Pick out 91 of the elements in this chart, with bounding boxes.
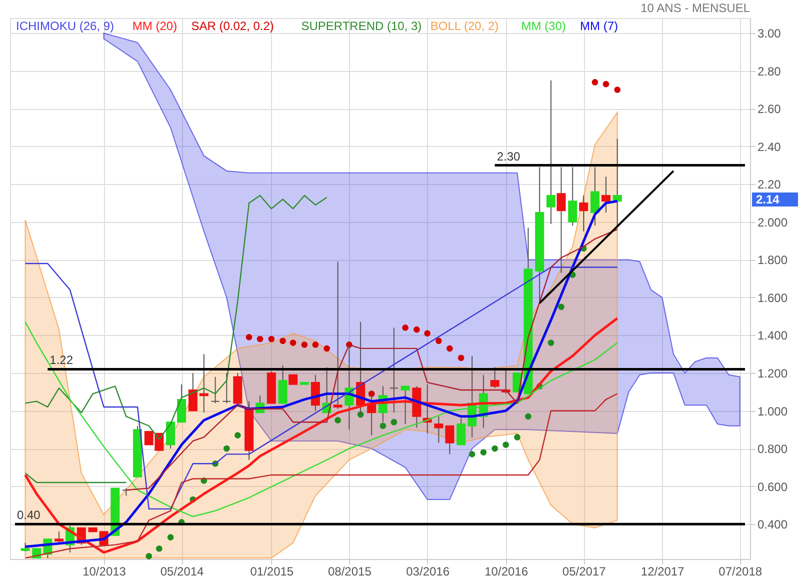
point xyxy=(446,345,453,352)
point xyxy=(558,304,564,310)
candlestick xyxy=(456,418,466,446)
x-tick-label: 05/2017 xyxy=(562,564,606,578)
point xyxy=(424,330,430,337)
candlestick xyxy=(389,327,398,414)
text: MM (7) xyxy=(580,19,618,33)
x-tick-label: 10/2016 xyxy=(484,564,528,578)
text: SUPERTREND (10, 3) xyxy=(301,19,422,33)
x-tick-label: 05/2014 xyxy=(160,564,204,578)
candlestick xyxy=(445,425,454,455)
candlestick xyxy=(590,166,600,226)
point xyxy=(268,336,275,342)
x-tick-label: 03/2016 xyxy=(406,564,450,578)
text: MM (20) xyxy=(132,19,178,33)
y-tick-label: 0.600 xyxy=(758,480,788,494)
candlestick xyxy=(199,354,208,414)
point xyxy=(146,553,152,560)
point xyxy=(280,338,286,344)
y-tick-label: 0.400 xyxy=(758,518,788,532)
y-tick-label: 1.400 xyxy=(758,328,788,343)
point xyxy=(525,413,532,420)
candlestick xyxy=(210,376,220,404)
annotation: 1.22 xyxy=(50,353,74,368)
candlestick xyxy=(54,531,64,544)
point xyxy=(246,334,252,340)
y-tick-label: 1.000 xyxy=(758,404,788,418)
candlestick xyxy=(579,195,588,232)
y-tick-label: 1.800 xyxy=(758,253,788,268)
candlestick xyxy=(612,138,622,226)
x-tick-label: 08/2015 xyxy=(328,564,372,578)
candlestick xyxy=(222,372,232,404)
y-tick-label: 0.800 xyxy=(758,442,788,456)
point xyxy=(312,342,319,348)
point xyxy=(256,336,264,342)
point xyxy=(380,422,386,430)
candlestick xyxy=(546,80,556,224)
point xyxy=(167,534,174,540)
x-tick-label: 10/2013 xyxy=(82,564,126,578)
y-tick-label: 2.000 xyxy=(758,215,788,230)
y-tick-label: 1.600 xyxy=(758,290,788,305)
point xyxy=(458,354,464,362)
candlestick xyxy=(400,386,410,424)
y-tick-label: 2.40 xyxy=(758,140,782,154)
point xyxy=(614,86,621,93)
legend-label: BOLL (20, 2) xyxy=(430,19,499,33)
candlestick xyxy=(601,176,610,213)
chart-title: 10 ANS - MENSUEL xyxy=(640,1,750,15)
candlestick xyxy=(490,366,500,389)
point xyxy=(156,545,162,552)
x-tick-label: 07/2018 xyxy=(718,564,762,578)
x-tick-label: 12/2017 xyxy=(640,564,685,578)
x-tick-label: 01/2015 xyxy=(250,564,294,578)
point xyxy=(334,417,341,424)
point xyxy=(480,449,487,456)
point xyxy=(548,340,554,346)
annotation: 0.40 xyxy=(17,508,41,522)
candlestick xyxy=(333,261,342,410)
y-tick-label: 2.20 xyxy=(758,178,782,192)
candlestick xyxy=(568,166,578,226)
point xyxy=(468,451,476,458)
annotation: 2.30 xyxy=(496,149,520,164)
point xyxy=(492,445,498,452)
point xyxy=(514,434,520,440)
candlestick xyxy=(278,364,288,404)
y-tick-label: 2.80 xyxy=(758,64,782,78)
point xyxy=(502,442,509,448)
line-series xyxy=(24,262,618,510)
text: 2.14 xyxy=(756,192,780,206)
candlestick xyxy=(556,166,566,274)
candlestick xyxy=(188,372,198,412)
point xyxy=(234,432,241,438)
point xyxy=(436,338,442,344)
point xyxy=(224,445,230,452)
y-tick-label: 3.00 xyxy=(758,26,782,41)
point xyxy=(592,79,598,86)
point xyxy=(290,340,296,346)
point xyxy=(301,342,308,348)
candlestick xyxy=(177,384,186,423)
point xyxy=(324,345,330,352)
candlestick xyxy=(434,416,444,444)
y-tick-label: 1.200 xyxy=(758,366,788,380)
candlestick xyxy=(288,374,298,385)
point xyxy=(402,324,408,331)
y-tick-label: 2.60 xyxy=(758,102,782,116)
point xyxy=(602,80,610,88)
point xyxy=(390,418,398,426)
point xyxy=(414,326,420,333)
text: SAR (0.02, 0.2) xyxy=(191,19,274,33)
text: MM (30) xyxy=(521,19,566,33)
legend-label: ICHIMOKU (26, 9) xyxy=(16,19,114,33)
